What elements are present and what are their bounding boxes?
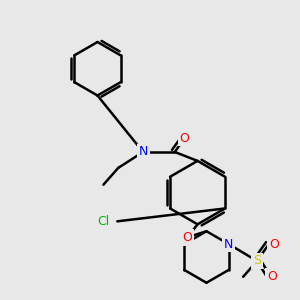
Text: N: N	[138, 146, 148, 158]
Text: Cl: Cl	[97, 215, 110, 228]
Text: O: O	[183, 231, 193, 244]
Text: O: O	[269, 238, 279, 250]
Text: O: O	[180, 132, 190, 145]
Text: S: S	[253, 254, 261, 268]
Text: O: O	[267, 270, 277, 283]
Text: N: N	[224, 238, 233, 250]
